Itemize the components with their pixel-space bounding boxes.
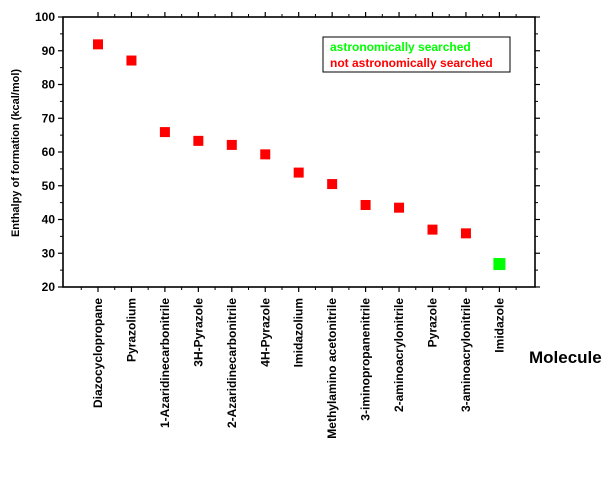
x-tick-label: Imidazole [492,298,506,353]
data-point [260,149,271,160]
x-tick-label: 3-iminopropanenitrile [359,298,373,421]
y-axis-title: Enthalpy of formation (kcal/mol) [10,69,22,237]
data-point [460,228,471,239]
y-tick-label: 100 [35,10,55,24]
y-tick-label: 80 [42,78,56,92]
x-tick-label: 3-aminoacrylonitrile [459,298,473,412]
x-tick-label: 2-Azaridinecarbonitrile [225,298,239,428]
y-tick-label: 90 [42,44,56,58]
y-tick-label: 40 [42,213,56,227]
legend-entry-not-astronomically-searched: not astronomically searched [330,56,493,70]
data-point [226,139,237,150]
y-tick-label: 60 [42,145,56,159]
data-point [126,55,137,66]
data-points [93,39,506,271]
x-tick-label: 3H-Pyrazole [191,298,205,367]
legend: astronomically searched not astronomical… [322,36,511,73]
x-tick-label: Pyrazolium [124,298,138,362]
data-point [493,258,506,271]
data-point [360,199,371,210]
x-tick-label: 4H-Pyrazole [258,298,272,367]
data-point [427,224,438,235]
data-point [159,127,170,138]
x-tick-label: Imidazolium [292,298,306,367]
data-point [293,167,304,178]
data-point [394,202,405,213]
data-point [193,135,204,146]
x-tick-label: 2-aminoacrylonitrile [392,298,406,412]
x-axis-title: Molecule [529,348,602,367]
data-point [93,39,103,50]
x-tick-label: 1-Azaridinecarbonitrile [158,298,172,428]
y-tick-label: 30 [42,246,56,260]
x-tick-label: Pyrazole [426,298,440,348]
y-axis: 20 30 40 50 60 70 80 90 100 [35,10,540,294]
legend-box [322,36,511,73]
x-tick-label: Methylamino acetonitrile [325,298,339,439]
y-tick-label: 20 [42,280,56,294]
x-tick-label: Diazocyclopropane [91,298,105,408]
y-tick-label: 70 [42,111,56,125]
x-axis: Diazocyclopropane Pyrazolium 1-Azaridineca… [80,12,517,439]
data-point [327,179,338,190]
legend-entry-astronomically-searched: astronomically searched [330,40,471,54]
y-tick-label: 50 [42,179,56,193]
